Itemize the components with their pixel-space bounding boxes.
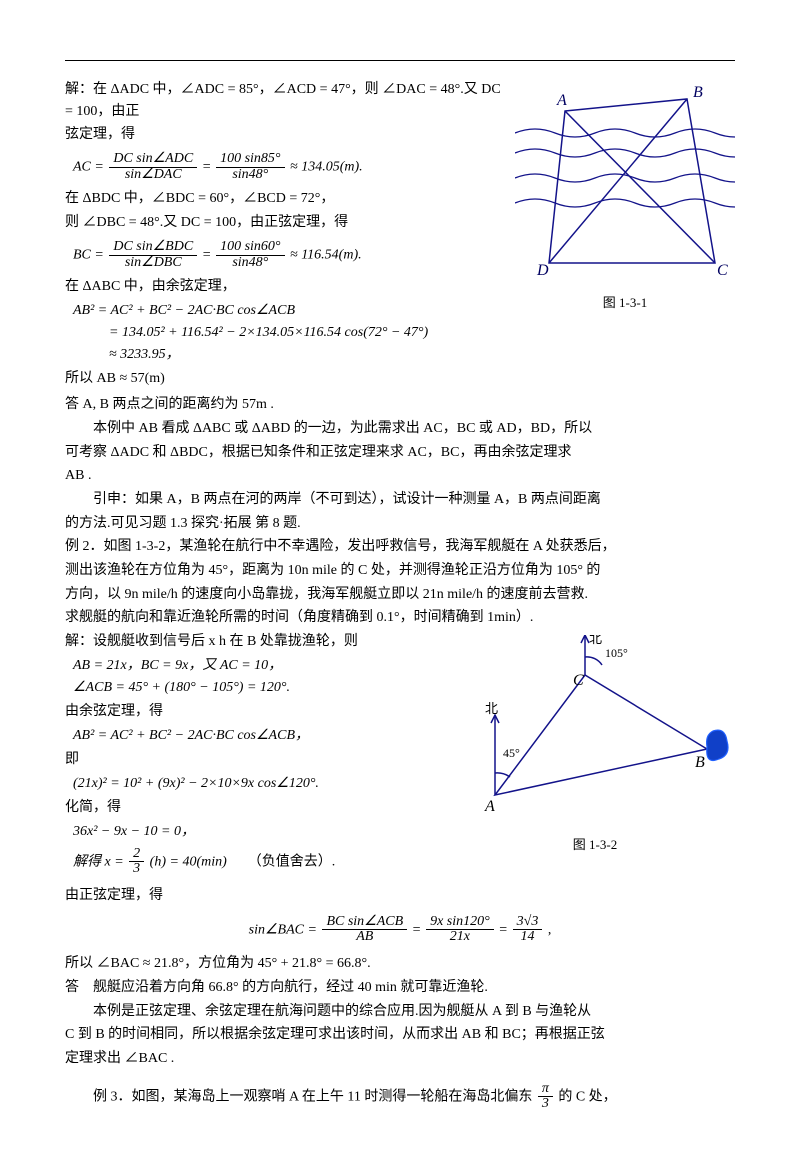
text-line: 所以 ∠BAC ≈ 21.8°，方位角为 45° + 21.8° = 66.8°… [65,953,735,975]
fraction-pi3: π3 [538,1082,553,1112]
figure-1-3-2: 北 北 45° 105° A C B 图 1-3-2 [455,635,735,853]
label-c: C [717,262,728,279]
diagram-river: A B D C [515,83,735,283]
text-span: 的 C 处， [558,1089,616,1104]
label-a: A [484,798,495,815]
text-line: 的方法.可见习题 1.3 探究·拓展 第 8 题. [65,513,735,535]
fraction: 9x sin120°21x [426,915,494,945]
equation-ab2c: ≈ 3233.95， [109,346,735,364]
text-line: 求舰艇的航向和靠近渔轮所需的时间（角度精确到 0.1°，时间精确到 1min）. [65,607,735,629]
answer-line: 答 A, B 两点之间的距离约为 57m . [65,394,735,416]
label-b: B [693,84,703,101]
fraction: DC sin∠BDCsin∠DBC [109,240,197,270]
eq-lhs: BC = [73,247,104,262]
angle-c-label: 105° [605,646,628,660]
text-line: C 到 B 的时间相同，所以根据余弦定理可求出该时间，从而求出 AB 和 BC；… [65,1024,735,1046]
label-b: B [695,754,705,771]
answer-line: 答 舰艇应沿着方向角 66.8° 的方向航行，经过 40 min 就可靠近渔轮. [65,977,735,999]
label-c: C [573,672,584,689]
eq-lhs: sin∠BAC = [249,922,317,937]
eq-lhs: AC = [73,159,104,174]
label-d: D [536,262,549,279]
figure-1-3-1: A B D C 图 1-3-1 [515,83,735,311]
eq-mid: (h) = 40(min) [150,854,227,869]
top-rule [65,60,735,61]
eq-tail: ≈ 116.54(m). [290,247,362,262]
fraction: BC sin∠ACBAB [322,915,407,945]
text-line: 由正弦定理，得 [65,885,735,907]
equation-ab2b: = 134.05² + 116.54² − 2×134.05×116.54 co… [109,324,735,342]
fraction: 100 sin85°sin48° [216,152,284,182]
eq-lhs: 解得 x = [73,854,124,869]
text-line: 引申：如果 A，B 两点在河的两岸（不可到达），试设计一种测量 A，B 两点间距… [65,489,735,511]
text-line: 定理求出 ∠BAC . [65,1048,735,1070]
page: A B D C 图 1-3-1 解：在 ΔADC 中，∠ADC = 85°，∠A… [65,60,735,1114]
text-span: 例 3．如图，某海岛上一观察哨 A 在上午 11 时测得一轮船在海岛北偏东 [65,1089,532,1104]
angle-a-label: 45° [503,746,520,760]
north-label: 北 [485,701,498,716]
text-line: AB . [65,465,735,487]
north-label: 北 [589,635,602,646]
text-line: 可考察 ΔADC 和 ΔBDC，根据已知条件和正弦定理来求 AC，BC，再由余弦… [65,442,735,464]
fraction: 100 sin60°sin48° [216,240,284,270]
text-line: 本例中 AB 看成 ΔABC 或 ΔABD 的一边，为此需求出 AC，BC 或 … [65,418,735,440]
text-line: 所以 AB ≈ 57(m) [65,368,735,390]
equation-sinbac: sin∠BAC = BC sin∠ACBAB = 9x sin120°21x =… [65,913,735,947]
example-3: 例 3．如图，某海岛上一观察哨 A 在上午 11 时测得一轮船在海岛北偏东 π3… [65,1080,735,1114]
text-line: 本例是正弦定理、余弦定理在航海问题中的综合应用.因为舰艇从 A 到 B 与渔轮从 [65,1001,735,1023]
diagram-navigation: 北 北 45° 105° A C B [455,635,735,825]
label-a: A [556,92,567,109]
text-line: 方向，以 9n mile/h 的速度向小岛靠拢，我海军舰艇立即以 21n mil… [65,584,735,606]
figure-2-caption: 图 1-3-2 [455,834,735,853]
eq-tail: ≈ 134.05(m). [290,159,363,174]
example-2: 例 2．如图 1-3-2，某渔轮在航行中不幸遇险，发出呼救信号，我海军舰艇在 A… [65,536,735,558]
fraction: DC sin∠ADCsin∠DAC [109,152,197,182]
fraction: 3√314 [513,915,543,945]
figure-1-caption: 图 1-3-1 [515,292,735,311]
fraction: 23 [129,847,144,877]
text-line: 测出该渔轮在方位角为 45°，距离为 10n mile 的 C 处，并测得渔轮正… [65,560,735,582]
eq-note: （负值舍去）. [248,854,336,869]
